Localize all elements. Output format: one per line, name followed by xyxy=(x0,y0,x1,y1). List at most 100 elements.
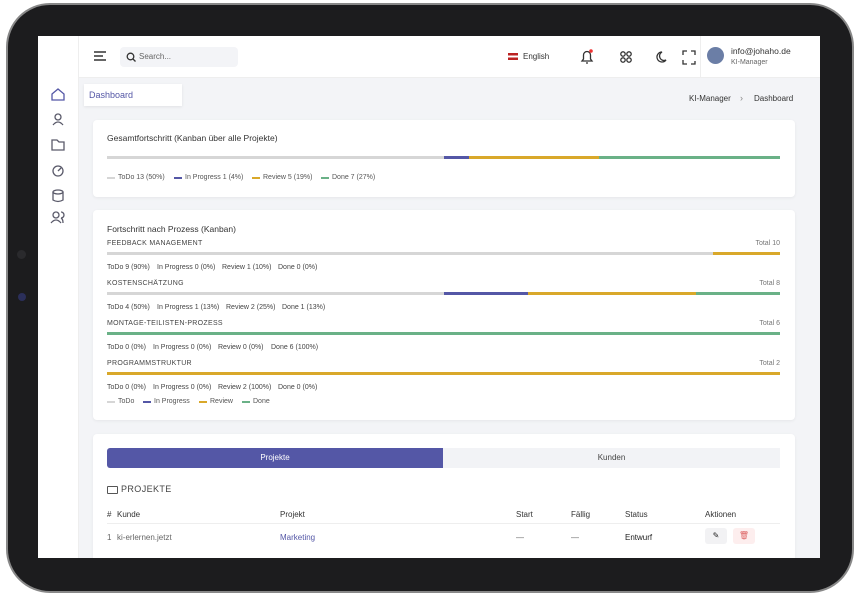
column-header: Aktionen xyxy=(705,510,737,519)
process-count: ToDo 9 (90%) xyxy=(107,264,150,271)
page-tab-label: Dashboard xyxy=(89,90,134,100)
legend-label: Review 5 (19%) xyxy=(263,174,313,181)
tab[interactable]: Kunden xyxy=(443,448,780,468)
column-header: Status xyxy=(625,510,648,519)
page-tab[interactable]: Dashboard xyxy=(84,84,182,106)
legend-label: Done 7 (27%) xyxy=(332,174,376,181)
breadcrumb-item: Dashboard xyxy=(754,94,794,103)
process-total: Total 8 xyxy=(759,280,780,287)
breadcrumb-item[interactable]: KI-Manager xyxy=(689,94,731,103)
legend-swatch xyxy=(174,177,182,179)
breadcrumb-separator: › xyxy=(740,93,743,103)
progress-bar xyxy=(107,252,780,255)
user-role: KI-Manager xyxy=(731,59,768,66)
legend-label: In Progress 1 (4%) xyxy=(185,174,244,181)
progress-segment xyxy=(107,372,780,375)
projects-card: Projekte Kunden PROJEKTE # Kunde Projekt Start… xyxy=(93,434,795,558)
process-count: Done 6 (100%) xyxy=(271,344,319,351)
process-count: Done 0 (0%) xyxy=(278,264,318,271)
card-title: Fortschritt nach Prozess (Kanban) xyxy=(107,224,236,234)
column-header: Projekt xyxy=(280,510,305,519)
process-count: Done 0 (0%) xyxy=(278,384,318,391)
table-cell: — xyxy=(516,533,524,542)
column-header: Kunde xyxy=(117,510,141,519)
process-card: Fortschritt nach Prozess (Kanban) FEEDBAC… xyxy=(93,210,795,420)
search-placeholder: Search... xyxy=(139,52,172,61)
process-count: In Progress 0 (0%) xyxy=(153,384,212,391)
process-total: Total 10 xyxy=(755,240,780,247)
process-count: In Progress 1 (13%) xyxy=(157,304,220,311)
progress-segment xyxy=(469,156,599,159)
process-count: In Progress 0 (0%) xyxy=(157,264,216,271)
process-count: In Progress 0 (0%) xyxy=(153,344,212,351)
process-name: PROGRAMMSTRUKTUR xyxy=(107,360,192,367)
table-cell: Entwurf xyxy=(625,533,653,542)
screen: Search... English info@johaho.de KI-Mana… xyxy=(38,36,820,558)
process-count: Review 2 (100%) xyxy=(218,384,272,391)
legend-label: Review xyxy=(210,398,233,405)
column-header: Fällig xyxy=(571,510,591,519)
process-total: Total 2 xyxy=(759,360,780,367)
search-box[interactable]: Search... xyxy=(120,47,238,67)
process-count: Review 1 (10%) xyxy=(222,264,272,271)
progress-bar xyxy=(107,292,780,295)
avatar[interactable] xyxy=(707,47,724,64)
table-cell: — xyxy=(571,533,579,542)
progress-segment xyxy=(443,292,528,295)
progress-segment xyxy=(695,292,780,295)
section-heading: PROJEKTE xyxy=(121,484,172,494)
legend-label: In Progress xyxy=(154,398,190,405)
progress-segment xyxy=(107,292,444,295)
legend-label: Done xyxy=(253,398,270,405)
column-header: Start xyxy=(516,510,533,519)
process-count: ToDo 0 (0%) xyxy=(107,384,146,391)
legend-swatch xyxy=(252,177,260,179)
folder-icon xyxy=(107,486,118,494)
table-cell[interactable]: Marketing xyxy=(280,533,316,542)
sensor xyxy=(18,293,26,301)
process-count: ToDo 4 (50%) xyxy=(107,304,150,311)
language-select[interactable]: English xyxy=(523,52,550,61)
column-header: # xyxy=(107,510,112,519)
legend-swatch xyxy=(107,177,115,179)
table-cell: ki-erlernen.jetzt xyxy=(117,533,172,542)
card-title: Gesamtfortschritt (Kanban über alle Proj… xyxy=(107,133,278,143)
legend-label: ToDo 13 (50%) xyxy=(118,174,165,181)
delete-button[interactable]: 🗑 xyxy=(733,528,755,544)
progress-bar xyxy=(107,156,780,159)
progress-segment xyxy=(712,252,780,255)
progress-bar xyxy=(107,332,780,335)
table-cell: 1 xyxy=(107,533,112,542)
legend-label: ToDo xyxy=(118,398,135,405)
sidebar-icons[interactable] xyxy=(38,84,78,284)
edit-button[interactable]: ✎ xyxy=(705,528,727,544)
progress-segment xyxy=(107,156,444,159)
topbar-icons[interactable] xyxy=(579,48,699,66)
progress-segment xyxy=(107,332,780,335)
process-name: FEEDBACK MANAGEMENT xyxy=(107,240,203,247)
progress-bar xyxy=(107,372,780,375)
topbar: Search... English info@johaho.de KI-Mana… xyxy=(79,36,820,78)
sidebar xyxy=(38,36,79,558)
progress-segment xyxy=(527,292,696,295)
camera xyxy=(17,250,26,259)
menu-button[interactable] xyxy=(93,50,107,62)
legend-swatch xyxy=(107,401,115,403)
progress-segment xyxy=(598,156,780,159)
legend-swatch xyxy=(242,401,250,403)
tab-active[interactable]: Projekte xyxy=(107,448,443,468)
process-count: ToDo 0 (0%) xyxy=(107,344,146,351)
process-count: Review 0 (0%) xyxy=(218,344,264,351)
user-email: info@johaho.de xyxy=(731,46,791,56)
divider xyxy=(107,523,780,524)
progress-segment xyxy=(443,156,470,159)
legend-swatch xyxy=(321,177,329,179)
process-count: Done 1 (13%) xyxy=(282,304,326,311)
flag xyxy=(508,53,518,60)
legend-swatch xyxy=(199,401,207,403)
process-name: MONTAGE-TEILISTEN-PROZESS xyxy=(107,320,223,327)
overall-card: Gesamtfortschritt (Kanban über alle Proj… xyxy=(93,120,795,197)
process-total: Total 6 xyxy=(759,320,780,327)
progress-segment xyxy=(107,252,713,255)
process-name: KOSTENSCHÄTZUNG xyxy=(107,280,184,287)
